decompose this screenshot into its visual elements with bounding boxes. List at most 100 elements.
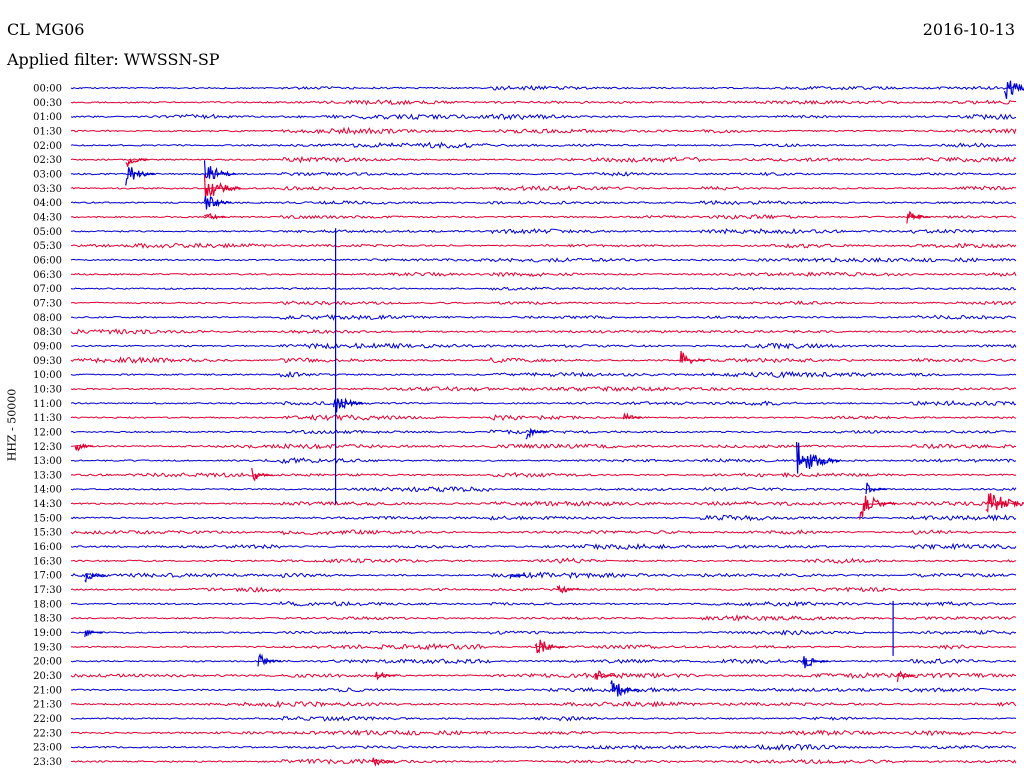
row-time-label: 03:00 (33, 169, 62, 180)
seismic-trace-row (70, 758, 1017, 765)
row-time-label: 01:00 (33, 112, 62, 123)
seismic-trace-row (70, 414, 1017, 422)
row-time-label: 06:30 (33, 270, 62, 281)
seismic-trace-row (70, 400, 1017, 407)
seismic-event (371, 757, 393, 767)
seismic-trace-row (71, 442, 1017, 450)
seismic-trace-row (70, 557, 1017, 564)
record-date: 2016-10-13 (922, 20, 1015, 39)
seismic-trace-row (70, 199, 1017, 206)
seismic-event (374, 671, 396, 681)
seismic-trace-row (70, 271, 1017, 278)
row-time-label: 20:30 (33, 671, 62, 682)
seismic-trace-row (70, 500, 1017, 507)
row-time-label: 04:00 (33, 198, 62, 209)
row-time-label: 07:00 (33, 284, 62, 295)
seismic-trace-row (70, 227, 1017, 235)
row-time-label: 03:30 (33, 184, 62, 195)
seismic-event (251, 467, 273, 482)
row-time-label: 06:00 (33, 255, 62, 266)
seismic-trace-row (70, 99, 1017, 106)
seismic-trace-row (70, 700, 1017, 708)
row-time-label: 12:00 (33, 427, 62, 438)
row-time-label: 02:00 (33, 141, 62, 152)
row-time-label: 22:30 (33, 728, 62, 739)
seismic-event (257, 652, 282, 667)
seismic-event (203, 174, 241, 198)
row-time-label: 07:30 (33, 298, 62, 309)
seismic-trace-row (70, 386, 1017, 392)
row-time-label: 17:00 (33, 571, 62, 582)
applied-filter-label: Applied filter: WWSSN-SP (7, 50, 220, 69)
seismic-trace-row (70, 600, 1016, 608)
seismic-trace-row (70, 571, 1017, 580)
seismic-event (622, 412, 642, 420)
seismic-event (84, 572, 106, 583)
seismic-trace-row (70, 370, 1017, 379)
row-time-label: 13:00 (33, 456, 62, 467)
row-time-label: 21:30 (33, 700, 62, 711)
row-time-label: 23:30 (33, 757, 62, 768)
seismic-event (556, 584, 579, 594)
row-time-label: 20:00 (33, 657, 62, 668)
row-time-label: 02:30 (33, 155, 62, 166)
seismic-event (203, 160, 237, 180)
seismic-trace-row (70, 429, 1017, 435)
seismic-event (906, 210, 931, 224)
seismic-trace-row (70, 113, 1017, 121)
row-time-label: 04:30 (33, 212, 62, 223)
row-time-label: 10:00 (33, 370, 62, 381)
seismic-trace-row (70, 356, 1017, 364)
seismic-trace-row (70, 586, 1017, 593)
seismic-trace-row (70, 715, 1017, 722)
row-time-label: 14:00 (33, 485, 62, 496)
seismic-trace-row (70, 529, 1017, 536)
seismic-event (594, 670, 617, 680)
row-time-label: 19:30 (33, 642, 62, 653)
seismic-trace-row (70, 84, 1017, 91)
row-time-label: 16:30 (33, 556, 62, 567)
seismic-event (796, 441, 841, 474)
seismic-event (610, 680, 640, 697)
seismic-trace-row (70, 486, 1017, 493)
seismic-event (985, 493, 1024, 513)
row-time-label: 23:00 (33, 743, 62, 754)
seismic-event (534, 639, 565, 654)
seismic-trace-row (70, 614, 1017, 622)
row-time-label: 13:30 (33, 470, 62, 481)
seismic-trace-row (70, 126, 1017, 135)
row-time-label: 10:30 (33, 384, 62, 395)
row-time-label: 14:30 (33, 499, 62, 510)
seismic-trace-row (70, 658, 1017, 665)
row-time-label: 00:00 (33, 84, 62, 95)
seismic-trace-row (70, 328, 1017, 335)
row-time-label: 19:00 (33, 628, 62, 639)
row-time-label: 12:30 (33, 442, 62, 453)
row-time-label: 21:00 (33, 685, 62, 696)
seismic-event (802, 656, 829, 669)
seismic-trace-row (70, 686, 1017, 693)
seismic-trace-row (70, 155, 1017, 164)
seismic-event (1003, 80, 1024, 99)
seismic-trace-row (70, 542, 1017, 551)
seismic-trace-row (70, 729, 1017, 737)
seismic-trace-row (70, 743, 1017, 752)
row-time-label: 05:30 (33, 241, 62, 252)
seismic-trace-row (70, 214, 1017, 220)
seismic-event (333, 397, 364, 413)
seismic-event (896, 670, 916, 682)
seismic-event (525, 427, 547, 440)
row-time-label: 15:30 (33, 528, 62, 539)
seismic-event (84, 629, 103, 637)
row-time-label: 08:00 (33, 313, 62, 324)
seismic-event (204, 213, 226, 220)
row-time-label: 01:30 (33, 126, 62, 137)
seismic-event (203, 195, 232, 210)
seismic-trace-row (70, 342, 1017, 350)
seismic-trace-row (70, 300, 1017, 306)
row-time-label: 11:00 (33, 399, 62, 410)
row-time-label: 08:30 (33, 327, 62, 338)
row-time-label: 15:00 (33, 513, 62, 524)
seismic-trace-row (71, 457, 1017, 464)
row-time-label: 16:00 (33, 542, 62, 553)
